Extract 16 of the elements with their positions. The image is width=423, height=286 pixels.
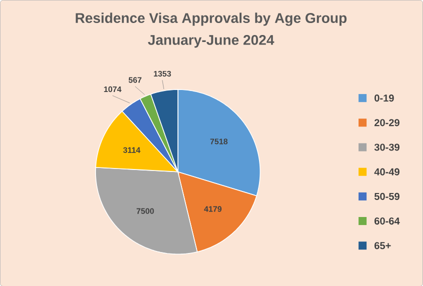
data-label: 4179 <box>204 206 222 212</box>
legend-label: 30-39 <box>374 143 400 151</box>
legend-label: 20-29 <box>374 118 400 126</box>
data-label: 7500 <box>136 208 154 214</box>
data-label: 567 <box>128 76 142 83</box>
legend-label: 65+ <box>374 242 391 249</box>
legend-label: 0-19 <box>374 94 394 102</box>
data-label: 1353 <box>154 70 171 76</box>
chart-title: Residence Visa Approvals by Age Group <box>76 12 347 26</box>
data-label: 1074 <box>104 86 122 92</box>
legend-label: 60-64 <box>374 217 400 224</box>
data-label: 3114 <box>123 146 140 153</box>
legend-label: 50-59 <box>374 192 400 200</box>
chart-subtitle: January-June 2024 <box>148 34 274 48</box>
data-label: 7518 <box>210 138 228 144</box>
legend-label: 40-49 <box>374 168 400 176</box>
